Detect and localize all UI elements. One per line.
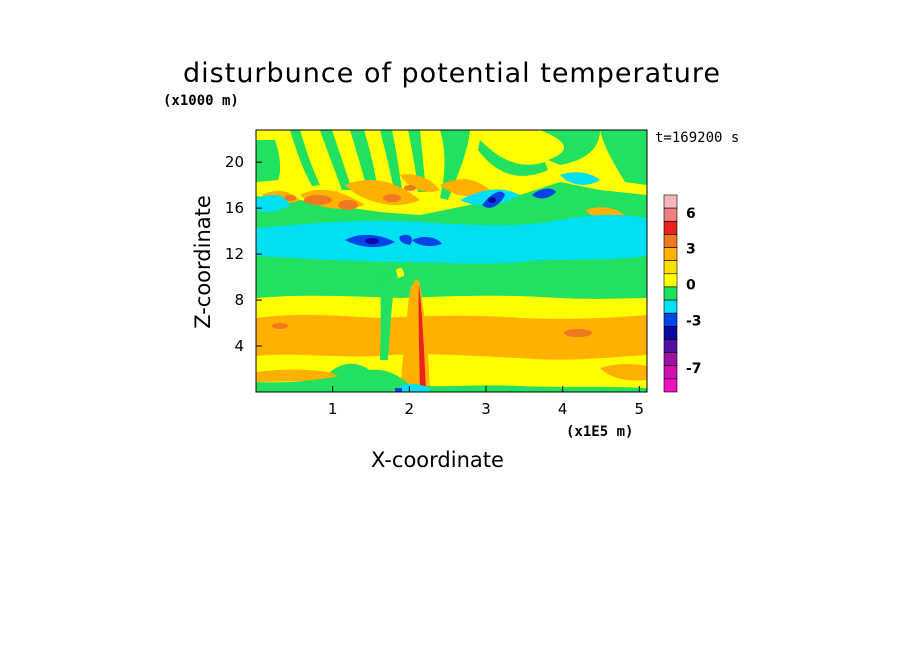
- colorbar-swatch: [663, 260, 678, 275]
- colorbar-label: 0: [686, 278, 696, 294]
- x-tick-label: 3: [481, 400, 491, 418]
- colorbar-swatch: [663, 378, 678, 393]
- x-axis-unit: (x1E5 m): [566, 424, 634, 440]
- colorbar-label: 6: [686, 206, 696, 222]
- chart-title: disturbunce of potential temperature: [183, 58, 721, 89]
- colorbar-label: -3: [686, 313, 702, 329]
- colorbar-swatch: [663, 326, 678, 340]
- x-axis-label: X-coordinate: [371, 448, 504, 472]
- colorbar-swatch: [663, 247, 678, 261]
- colorbar-swatch: [663, 234, 678, 248]
- plot-frame: [255, 129, 648, 393]
- colorbar-swatch: [663, 273, 678, 288]
- colorbar-swatch: [663, 352, 678, 367]
- y-tick-label: 4: [234, 337, 244, 355]
- colorbar-label: 3: [686, 242, 696, 258]
- x-tick-label: 1: [328, 400, 338, 418]
- contour-field: [256, 130, 647, 392]
- y-tick-label: 20: [225, 153, 244, 171]
- colorbar-swatch: [663, 339, 678, 353]
- y-tick-label: 12: [225, 245, 244, 263]
- colorbar-swatch: [663, 365, 678, 380]
- colorbar-swatch: [663, 299, 678, 314]
- time-label: t=169200 s: [655, 130, 740, 146]
- y-axis-unit: (x1000 m): [163, 93, 239, 109]
- x-tick-label: 4: [558, 400, 568, 418]
- colorbar-label: -7: [686, 361, 702, 377]
- y-tick-label: 16: [225, 199, 244, 217]
- colorbar: [663, 194, 678, 393]
- x-tick-label: 2: [405, 400, 415, 418]
- colorbar-swatch: [663, 220, 678, 235]
- x-tick-label: 5: [635, 400, 645, 418]
- colorbar-swatch: [663, 312, 678, 327]
- y-tick-label: 8: [234, 291, 244, 309]
- colorbar-swatch: [663, 194, 678, 209]
- colorbar-swatch: [663, 207, 678, 222]
- colorbar-swatch: [663, 286, 678, 301]
